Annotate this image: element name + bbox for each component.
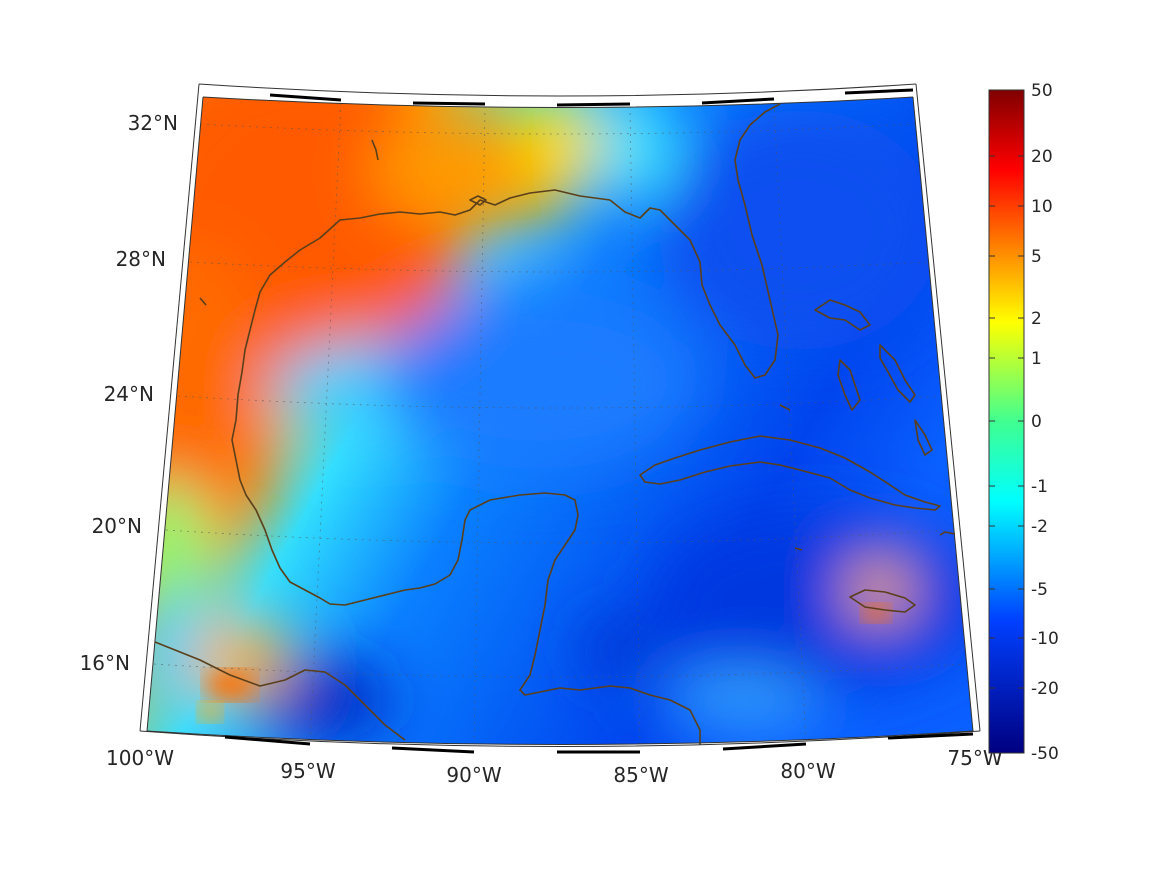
colorbar-label: -5	[1031, 580, 1048, 600]
lat-label: 32°N	[128, 111, 178, 135]
colorbar-label: 10	[1031, 197, 1053, 217]
colorbar-label: 50	[1031, 81, 1053, 101]
latitude-labels: 32°N 28°N 24°N 20°N 16°N	[80, 111, 178, 675]
colorbar-label: -50	[1031, 744, 1059, 764]
longitude-labels: 100°W 95°W 90°W 85°W 80°W 75°W	[106, 746, 1003, 787]
lon-label: 95°W	[280, 759, 335, 783]
colorbar-label: 20	[1031, 147, 1053, 167]
colorbar-label: 2	[1031, 309, 1042, 329]
colorbar-label: -2	[1031, 517, 1048, 537]
coastlines	[154, 103, 956, 745]
lon-label: 85°W	[613, 763, 668, 787]
lat-label: 20°N	[92, 514, 142, 538]
colorbar-label: 1	[1031, 349, 1042, 369]
colorbar-ticks	[989, 89, 1024, 754]
colorbar-label: 0	[1031, 412, 1042, 432]
lat-label: 16°N	[80, 651, 130, 675]
lat-label: 24°N	[104, 382, 154, 406]
colorbar-label: 5	[1031, 247, 1042, 267]
lon-label: 80°W	[780, 759, 835, 783]
map-field	[147, 97, 973, 745]
map-frame	[139, 83, 981, 747]
frame-segments	[224, 88, 974, 754]
lat-label: 28°N	[116, 247, 166, 271]
lon-label: 90°W	[446, 763, 501, 787]
colorbar-label: -10	[1031, 629, 1059, 649]
lon-label: 100°W	[106, 746, 174, 770]
colorbar-label: -1	[1031, 477, 1048, 497]
colorbar-label: -20	[1031, 679, 1059, 699]
